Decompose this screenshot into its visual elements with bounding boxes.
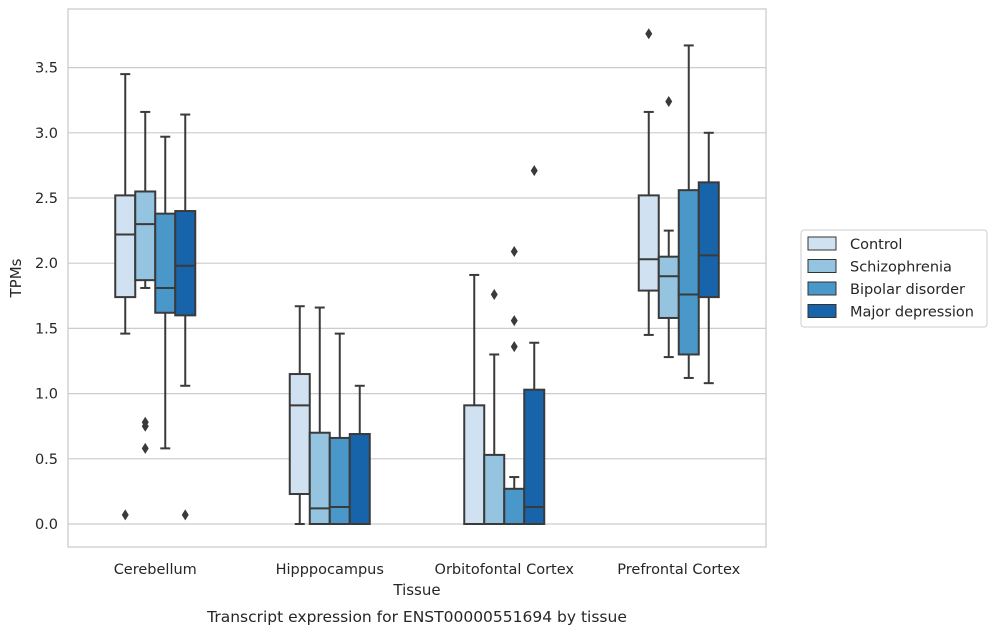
box xyxy=(308,306,331,525)
outlier-point xyxy=(510,315,518,327)
box-body xyxy=(328,436,351,526)
x-tick-label: Hipppocampus xyxy=(276,562,384,578)
outlier-point xyxy=(181,509,189,521)
box-body xyxy=(657,255,680,319)
box-body xyxy=(348,433,371,525)
box xyxy=(697,131,720,385)
box-body xyxy=(697,181,720,299)
box-body xyxy=(677,189,700,356)
box-body xyxy=(154,212,177,314)
box-body xyxy=(503,487,526,525)
legend: Control Schizophrenia Bipolar disorder Majo… xyxy=(800,229,988,328)
y-axis-label: TPMs xyxy=(7,258,25,298)
y-tick-label: 2.5 xyxy=(35,191,58,207)
box xyxy=(348,384,371,525)
y-tick-label: 3.0 xyxy=(35,126,58,142)
outlier-point xyxy=(530,165,538,177)
legend-swatch xyxy=(807,236,837,251)
box xyxy=(523,165,546,525)
box-body xyxy=(134,190,157,282)
box xyxy=(134,110,157,454)
y-tick-label: 0.0 xyxy=(35,517,58,533)
box xyxy=(328,332,351,526)
box-body xyxy=(114,194,137,299)
box xyxy=(503,245,526,525)
box-body xyxy=(523,388,546,525)
box xyxy=(483,288,506,525)
x-axis-label: Tissue xyxy=(392,581,440,599)
box xyxy=(174,113,197,521)
boxes-layer xyxy=(114,28,720,526)
box-body xyxy=(463,404,486,525)
legend-label: Major depression xyxy=(850,305,974,321)
box-body xyxy=(483,453,506,525)
box xyxy=(154,135,177,450)
box-body xyxy=(174,210,197,317)
outlier-point xyxy=(121,509,129,521)
outlier-point xyxy=(141,442,149,454)
outlier-point xyxy=(490,288,498,300)
box-body xyxy=(308,431,331,525)
y-tick-label: 0.5 xyxy=(35,452,58,468)
legend-swatch xyxy=(807,281,837,296)
x-tick-label: Prefrontal Cortex xyxy=(617,562,740,578)
x-tick-label: Orbitofontal Cortex xyxy=(435,562,575,578)
box xyxy=(114,73,137,521)
box xyxy=(637,28,660,336)
outlier-point xyxy=(510,245,518,257)
legend-swatch xyxy=(807,304,837,318)
box-body xyxy=(288,373,311,496)
box-body xyxy=(637,194,660,292)
y-tick-labels: 0.0 0.5 1.0 1.5 2.0 2.5 3.0 3.5 xyxy=(35,61,58,533)
y-tick-label: 1.5 xyxy=(35,321,58,337)
plot-frame xyxy=(67,8,767,548)
legend-label: Schizophrenia xyxy=(850,260,952,276)
box xyxy=(463,273,486,525)
outlier-point xyxy=(510,341,518,353)
outlier-point xyxy=(665,96,673,108)
y-tick-label: 3.5 xyxy=(35,61,58,77)
legend-swatch xyxy=(807,259,837,273)
outlier-point xyxy=(645,28,653,40)
legend-label: Control xyxy=(850,237,902,253)
figure-caption: Transcript expression for ENST0000055169… xyxy=(206,608,627,626)
x-tick-label: Cerebellum xyxy=(114,562,197,578)
y-tick-label: 2.0 xyxy=(35,256,58,272)
legend-frame xyxy=(800,229,988,328)
x-tick-labels: Cerebellum Hipppocampus Orbitofontal Corte… xyxy=(114,562,741,578)
legend-label: Bipolar disorder xyxy=(850,282,965,298)
y-tick-label: 1.0 xyxy=(35,387,58,403)
outlier-point xyxy=(141,416,149,428)
